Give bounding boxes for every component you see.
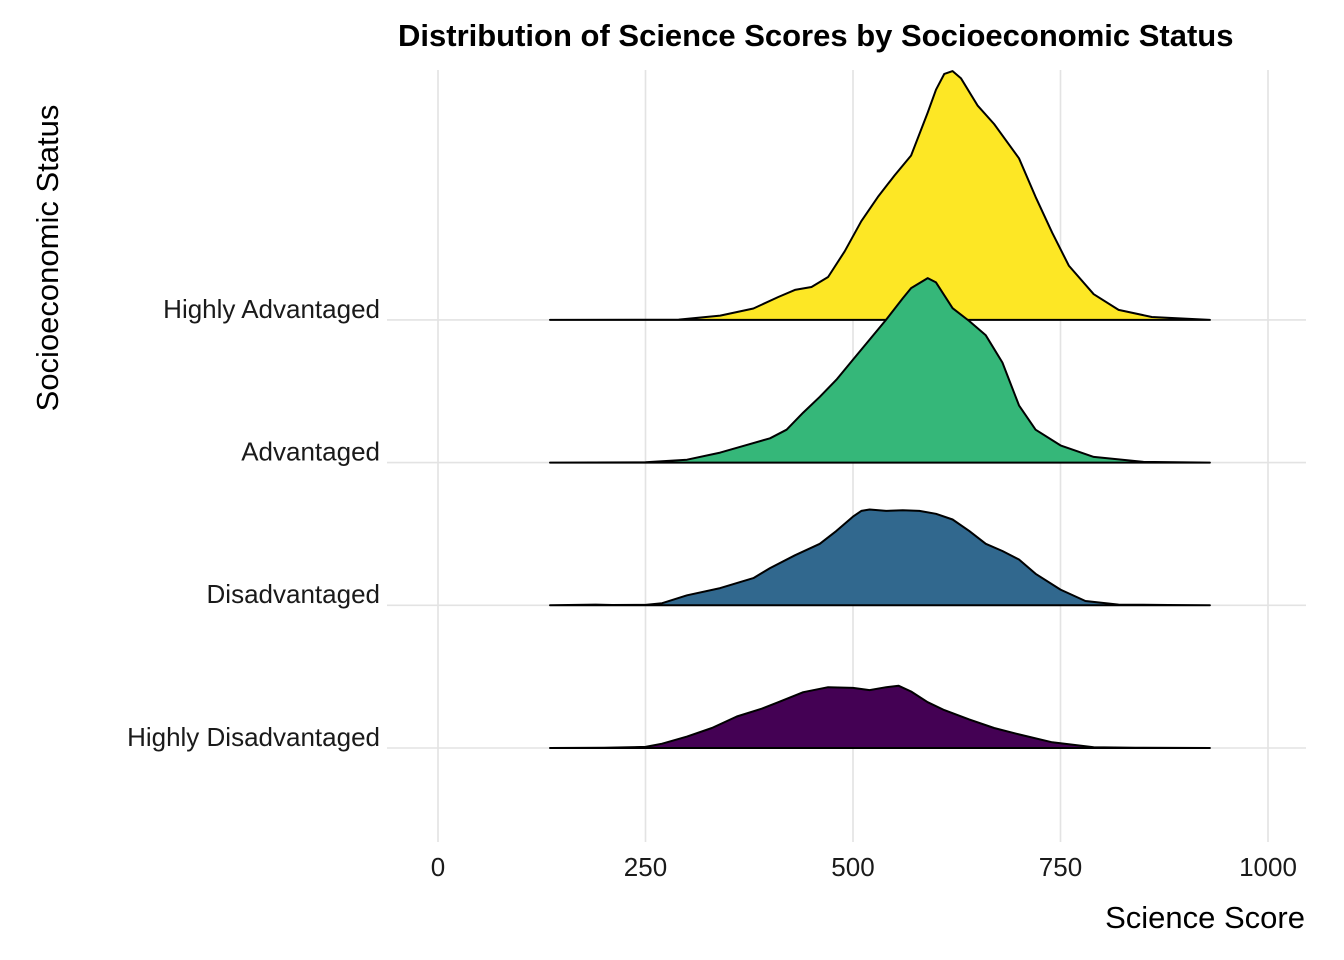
y-tick-label: Advantaged <box>241 436 380 466</box>
chart-title: Distribution of Science Scores by Socioe… <box>398 18 1234 53</box>
ridges <box>549 70 1211 749</box>
x-axis-label: Science Score <box>1105 900 1305 935</box>
x-axis-ticks: 0 250 500 750 1000 <box>431 852 1297 882</box>
ridge-highly-advantaged <box>549 70 1211 321</box>
y-tick-label: Disadvantaged <box>207 579 380 609</box>
y-tick-label: Highly Disadvantaged <box>127 722 380 752</box>
y-axis-ticks: Highly Disadvantaged Disadvantaged Advanta… <box>127 294 380 752</box>
x-tick-label: 0 <box>431 852 445 882</box>
x-tick-label: 1000 <box>1239 852 1297 882</box>
ridge-disadvantaged <box>549 508 1211 607</box>
x-tick-label: 500 <box>831 852 874 882</box>
y-axis-label: Socioeconomic Status <box>30 105 65 412</box>
x-tick-label: 250 <box>624 852 667 882</box>
x-tick-label: 750 <box>1039 852 1082 882</box>
ridge-highly-disadvantaged <box>549 684 1211 749</box>
y-tick-label: Highly Advantaged <box>163 294 380 324</box>
ridge-advantaged <box>549 277 1211 464</box>
